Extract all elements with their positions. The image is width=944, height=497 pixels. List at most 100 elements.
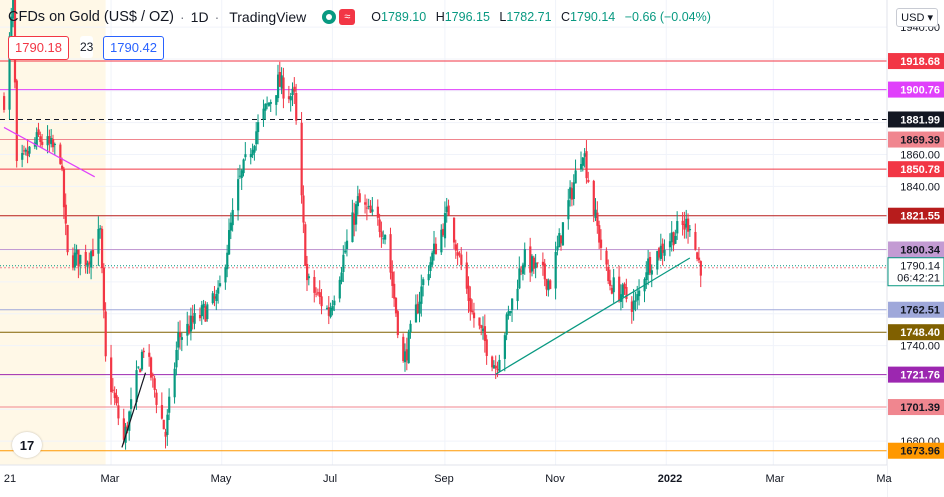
candle-body [452, 217, 456, 243]
candle-body [645, 272, 648, 280]
time-tick-label: Ma [876, 473, 892, 485]
candle-body [275, 95, 278, 105]
candle-body [320, 296, 323, 307]
level-price-label: 1821.55 [900, 211, 940, 223]
candle-body [39, 136, 42, 143]
candle-body [541, 261, 545, 266]
level-price-label-bg [888, 131, 944, 148]
candle-body [454, 244, 457, 251]
level-price-label: 1673.96 [900, 446, 940, 458]
candle-body [393, 283, 396, 299]
interval-label[interactable]: 1D [190, 9, 209, 25]
currency-label: USD [901, 12, 925, 24]
candle-body [51, 139, 55, 148]
candle-body [523, 249, 526, 267]
candle-body [543, 263, 546, 280]
candle-body [224, 267, 227, 283]
candle-body [505, 314, 508, 335]
candle-body [75, 249, 78, 255]
time-tick-label: Jul [323, 473, 337, 485]
candle-body [598, 225, 601, 243]
candle-body [694, 231, 697, 250]
candle-body [403, 351, 407, 363]
close-label: C [561, 10, 571, 24]
candle-body [467, 285, 470, 301]
horizontal-levels [0, 60, 887, 452]
candle-body [88, 261, 91, 265]
currency-select[interactable]: USD ▾ [896, 8, 938, 27]
candle-body [211, 293, 214, 304]
candle-body [456, 252, 459, 256]
level-price-label-bg [888, 301, 944, 318]
candle-body [188, 325, 191, 334]
candle-body [48, 136, 51, 144]
platform-label: TradingView [229, 9, 307, 25]
candle-body [59, 144, 62, 164]
candle-body [443, 213, 447, 239]
level-price-label: 1721.76 [900, 370, 940, 382]
candle-body [242, 159, 245, 174]
candle-body [618, 276, 621, 302]
candle-body [345, 240, 349, 249]
candle-body [202, 303, 205, 308]
header-separator: · [179, 9, 185, 25]
candle-body [304, 224, 307, 266]
symbol-name[interactable]: CFDs on Gold (US$ / OZ) [8, 9, 174, 25]
candle-body [609, 280, 612, 286]
level-price-label: 1881.99 [900, 114, 940, 126]
candle-body [231, 209, 234, 226]
candle-body [160, 405, 164, 419]
candle-body [164, 431, 167, 437]
candle-body [545, 278, 548, 290]
price-tick-label: 1840.00 [900, 181, 940, 193]
candle-body [369, 205, 372, 213]
wave-icon[interactable]: ≈ [339, 9, 356, 25]
candle-body [554, 251, 557, 289]
level-price-label: 1850.78 [900, 164, 940, 176]
candle-body [431, 252, 434, 265]
candle-body [420, 286, 423, 304]
candle-body [325, 308, 329, 310]
candle-body [365, 207, 369, 209]
candle-body [536, 262, 539, 264]
candle-body [367, 206, 370, 208]
candle-body [331, 306, 334, 311]
candle-body [556, 246, 559, 251]
candle-body [204, 306, 207, 322]
candle-body [405, 349, 409, 361]
candle-body [26, 150, 29, 157]
candle-body [282, 77, 285, 99]
last-price-label: 1790.14 [900, 261, 940, 273]
candle-body [104, 311, 107, 357]
candle-body [151, 374, 154, 376]
chart-header: CFDs on Gold (US$ / OZ) · 1D · TradingVi… [8, 6, 711, 28]
candle-body [376, 206, 379, 218]
time-tick-label: Mar [101, 473, 120, 485]
candle-body [585, 151, 588, 179]
close-value: 1790.14 [570, 10, 616, 24]
tradingview-logo-icon: 17 [12, 432, 42, 458]
candle-body [491, 356, 494, 368]
eye-icon[interactable] [322, 10, 337, 24]
candle-body [8, 36, 11, 110]
trendlines [3, 126, 691, 448]
price-tick-label: 1860.00 [900, 149, 940, 161]
candle-body [561, 222, 565, 246]
candle-body [24, 149, 27, 152]
candle-body [198, 314, 202, 319]
candle-body [327, 307, 330, 316]
candle-body [149, 357, 153, 378]
sell-price-button[interactable]: 1790.18 [8, 36, 69, 60]
level-price-label-bg [888, 366, 944, 383]
candle-body [445, 206, 448, 212]
buy-price-button[interactable]: 1790.42 [103, 36, 164, 60]
candle-body [315, 293, 318, 295]
candle-body [139, 369, 142, 373]
candle-body [61, 165, 64, 170]
candle-body [300, 122, 303, 196]
candle-body [66, 224, 69, 253]
candle-body [605, 250, 608, 265]
candle-body [674, 235, 677, 244]
level-price-label: 1900.76 [900, 85, 940, 97]
